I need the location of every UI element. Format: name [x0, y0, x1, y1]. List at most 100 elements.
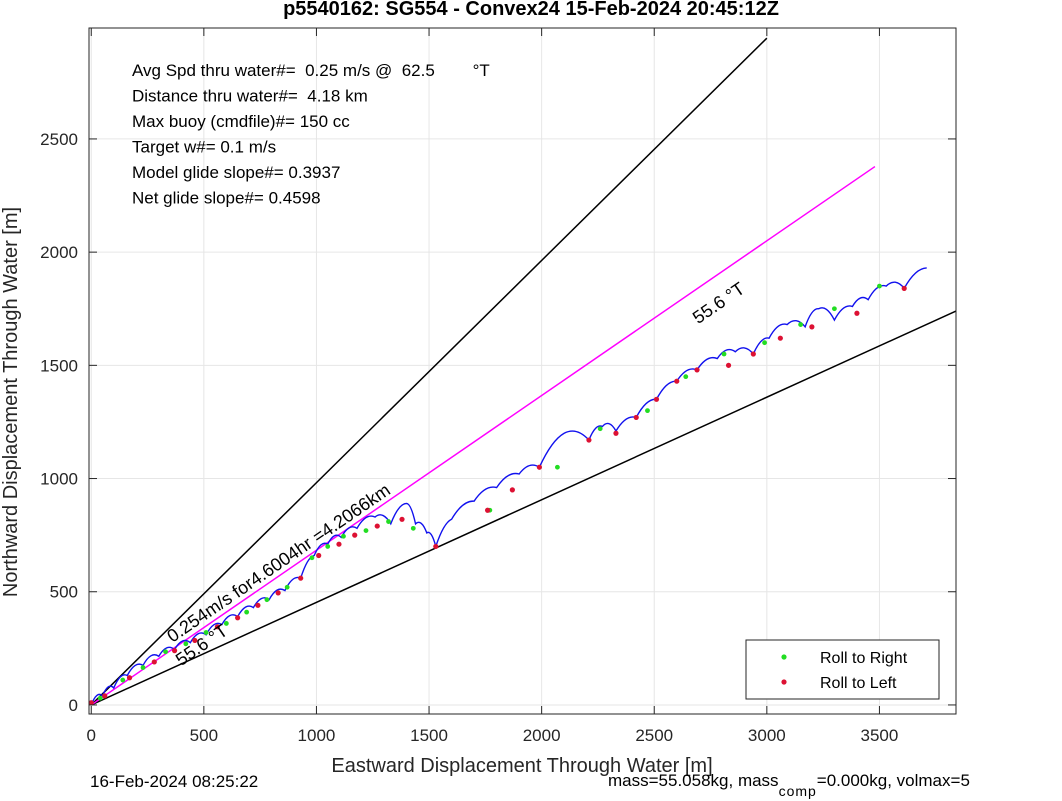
- roll-left-point: [750, 351, 756, 357]
- roll-left-point: [536, 464, 542, 470]
- reference-line: [90, 37, 768, 706]
- y-tick-label: 2000: [40, 243, 78, 262]
- roll-left-point: [151, 659, 157, 665]
- y-axis-label: Northward Displacement Through Water [m]: [0, 207, 22, 597]
- roll-right-point: [831, 306, 837, 312]
- track-line: [90, 267, 927, 706]
- roll-right-point: [97, 695, 103, 701]
- x-axis-label: Eastward Displacement Through Water [m]: [331, 755, 712, 777]
- roll-left-point: [89, 700, 94, 706]
- roll-left-point: [653, 396, 660, 402]
- y-tick-label: 1500: [40, 356, 78, 375]
- roll-left-point: [298, 575, 304, 581]
- roll-right-point: [798, 322, 804, 327]
- roll-left-point: [192, 637, 198, 644]
- roll-right-point: [877, 283, 882, 289]
- roll-right-point: [683, 374, 689, 380]
- roll-right-point: [120, 677, 126, 683]
- roll-right-point: [223, 621, 229, 626]
- reference-line: [90, 165, 876, 706]
- roll-left-point: [509, 487, 515, 493]
- mass-text-tail: =0.000kg, volmax=5: [816, 771, 970, 790]
- footer-timestamp: 16-Feb-2024 08:25:22: [90, 772, 259, 791]
- roll-left-point: [433, 543, 439, 550]
- roll-left-point: [901, 285, 907, 291]
- footer-mass-info: mass=55.058kg, masscomp=0.000kg, volmax=…: [608, 771, 970, 799]
- roll-left-point: [854, 310, 860, 316]
- roll-right-point: [645, 408, 650, 414]
- roll-left-point: [214, 624, 220, 630]
- plot-area: [89, 28, 956, 714]
- roll-left-point: [399, 516, 405, 522]
- axis-ticks: 0 500 1000 1500 2000 2500 3000 3500 0 500 1000 1500…: [40, 28, 956, 745]
- roll-left-point: [171, 648, 178, 654]
- info-line: Max buoy (cmdfile)#= 150 cc: [132, 112, 350, 131]
- roll-left-point: [586, 437, 592, 443]
- roll-right-point: [309, 555, 315, 561]
- roll-left-point: [674, 378, 680, 384]
- roll-left-point: [374, 523, 380, 529]
- info-text-block: Avg Spd thru water#= 0.25 m/s @ 62.5 °T D…: [132, 61, 490, 208]
- roll-left-point: [694, 367, 700, 373]
- roll-left-point: [613, 430, 619, 436]
- roll-left-point: [102, 693, 108, 699]
- x-tick-label: 2500: [635, 726, 673, 745]
- roll-left-point: [777, 335, 783, 341]
- info-line: Distance thru water#= 4.18 km: [132, 87, 368, 106]
- roll-markers: [89, 283, 907, 706]
- y-tick-label: 2500: [40, 130, 78, 149]
- roll-right-point: [183, 641, 189, 647]
- info-line: Avg Spd thru water#= 0.25 m/s @ 62.5 °T: [132, 61, 490, 80]
- legend-marker-roll-left: [781, 679, 787, 685]
- y-tick-label: 500: [50, 583, 78, 602]
- mass-text: mass=55.058kg, mass: [608, 771, 779, 790]
- roll-right-point: [264, 597, 270, 603]
- roll-right-point: [721, 351, 727, 357]
- x-tick-label: 3000: [748, 726, 786, 745]
- roll-left-point: [809, 324, 815, 330]
- roll-right-point: [597, 426, 603, 432]
- roll-left-point: [484, 507, 491, 513]
- roll-left-point: [336, 541, 342, 547]
- legend-box: [745, 639, 940, 700]
- legend-label-roll-right: Roll to Right: [820, 650, 908, 667]
- roll-left-point: [316, 552, 322, 559]
- roll-right-point: [325, 544, 331, 549]
- chart-title: p5540162: SG554 - Convex24 15-Feb-2024 2…: [283, 0, 779, 20]
- x-tick-label: 1500: [410, 726, 448, 745]
- glider-track: [90, 267, 927, 706]
- roll-left-point: [633, 414, 639, 421]
- roll-left-point: [235, 615, 241, 621]
- reference-lines: [90, 37, 956, 706]
- roll-right-point: [203, 630, 209, 635]
- grid: [89, 28, 956, 714]
- legend-label-roll-left: Roll to Left: [820, 675, 897, 692]
- roll-right-point: [363, 528, 369, 534]
- roll-left-point: [126, 675, 133, 681]
- info-line: Model glide slope#= 0.3937: [132, 163, 340, 182]
- roll-right-point: [555, 464, 560, 470]
- info-line: Target w#= 0.1 m/s: [132, 138, 276, 157]
- roll-right-point: [284, 584, 290, 590]
- roll-right-point: [163, 649, 168, 655]
- roll-right-point: [140, 665, 146, 670]
- info-line: Net glide slope#= 0.4598: [132, 189, 321, 208]
- x-tick-label: 500: [190, 726, 218, 745]
- legend: Roll to Right Roll to Left: [745, 639, 940, 700]
- x-tick-label: 1000: [298, 726, 336, 745]
- roll-right-point: [762, 340, 767, 346]
- roll-left-point: [255, 602, 261, 608]
- reference-line: [90, 310, 956, 706]
- legend-marker-roll-right: [781, 654, 787, 660]
- mass-subscript: comp: [778, 783, 817, 799]
- roll-right-point: [386, 519, 391, 524]
- roll-right-point: [244, 609, 250, 615]
- roll-left-point: [352, 532, 358, 538]
- y-tick-label: 1000: [40, 470, 78, 489]
- roll-left-point: [725, 362, 732, 368]
- x-tick-label: 3500: [861, 726, 899, 745]
- y-tick-label: 0: [69, 696, 78, 715]
- plot-frame: [88, 27, 957, 715]
- roll-right-point: [410, 525, 416, 531]
